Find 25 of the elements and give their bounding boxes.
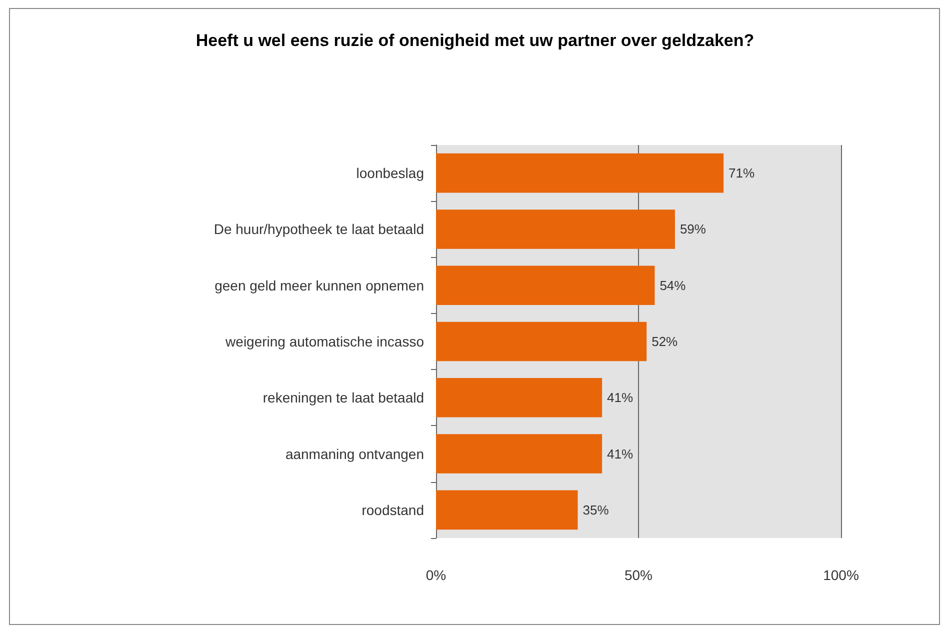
- bar: [436, 210, 675, 249]
- y-tick-label: De huur/hypotheek te laat betaald: [214, 221, 424, 238]
- y-tick-label: aanmaning ontvangen: [285, 446, 424, 462]
- data-label: 41%: [607, 446, 634, 462]
- bar: [436, 153, 724, 193]
- data-label: 52%: [652, 334, 678, 349]
- data-label: 71%: [728, 166, 756, 181]
- y-tick-label: geen geld meer kunnen opnemen: [214, 277, 424, 294]
- y-tick-label: roodstand: [362, 502, 424, 518]
- data-label: 54%: [660, 278, 686, 293]
- y-tick-label: weigering automatische incasso: [224, 334, 424, 350]
- x-tick-label: 50%: [624, 567, 653, 583]
- x-tick-label: 100%: [823, 567, 859, 583]
- x-tick-label: 0%: [426, 567, 446, 583]
- y-tick-label: loonbeslag: [356, 165, 424, 182]
- data-label: 59%: [680, 222, 706, 237]
- data-label: 41%: [607, 390, 634, 406]
- bar: [436, 490, 578, 530]
- bar: [436, 434, 602, 474]
- y-tick-label: rekeningen te laat betaald: [262, 390, 424, 406]
- bar: [436, 266, 655, 306]
- data-label: 35%: [582, 502, 610, 518]
- chart-title: Heeft u wel eens ruzie of onenigheid met uw partner over geldzaken?: [194, 30, 756, 52]
- bar: [436, 378, 602, 418]
- bar: [436, 322, 647, 362]
